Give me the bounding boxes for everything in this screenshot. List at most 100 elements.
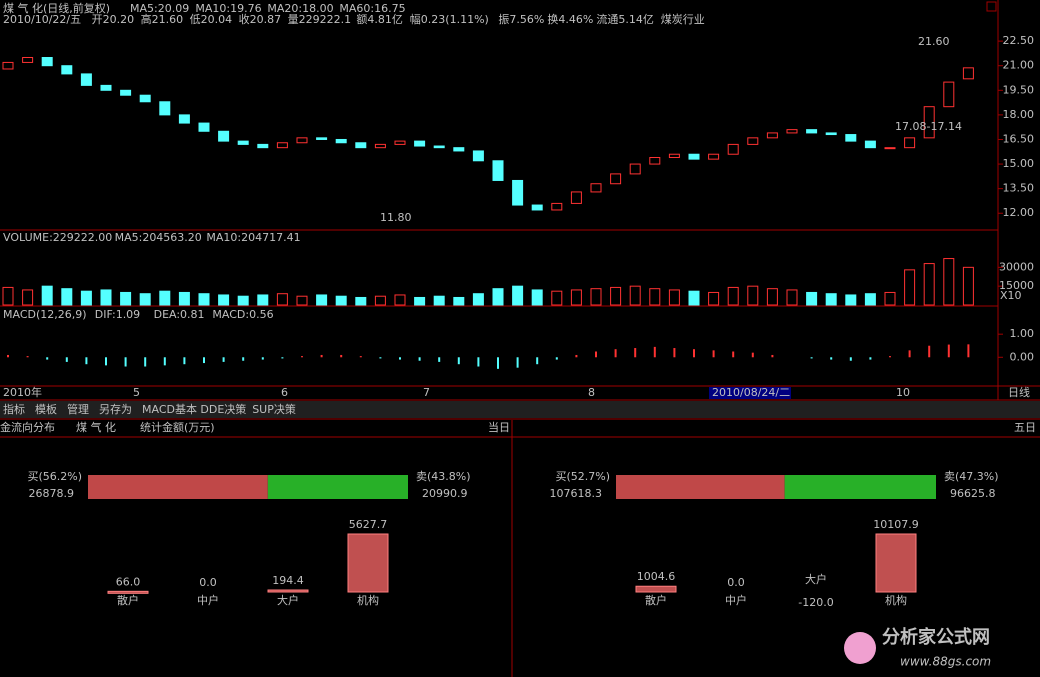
candle <box>61 65 73 75</box>
buy-label: 买(52.7%) <box>555 470 610 483</box>
quote-item: 收20.87 <box>239 12 282 26</box>
volume-bar <box>2 286 14 306</box>
volume-bar <box>531 289 543 306</box>
tab[interactable]: 另存为 <box>99 402 132 416</box>
volume-bar <box>688 290 700 306</box>
candle <box>531 204 543 211</box>
sell-bar <box>267 475 408 499</box>
indicator-label: DEA:0.81 <box>154 308 205 321</box>
flow-value: 0.0 <box>199 576 217 589</box>
volume-bar <box>747 285 759 306</box>
tab-bar <box>0 401 1040 418</box>
buy-amount: 26878.9 <box>29 487 75 500</box>
volume-bar <box>61 288 73 306</box>
tab[interactable]: DDE决策 <box>200 402 246 416</box>
candle <box>80 73 92 86</box>
quote-item: 流通5.14亿 <box>596 12 654 26</box>
sell-bar <box>784 475 936 499</box>
y-tick-label: 12.00 <box>1003 206 1035 219</box>
price-annotation: 21.60 <box>918 35 950 48</box>
volume-bar <box>316 294 328 306</box>
stock-title: 煤 气 化(日线,前复权) <box>3 1 110 15</box>
y-tick-label: 30000 <box>999 260 1034 273</box>
quote-item: 换4.46% <box>547 12 593 26</box>
volume-bar <box>394 294 406 306</box>
flow-value: 194.4 <box>272 574 304 587</box>
volume-bar <box>649 288 661 306</box>
flow-value: 5627.7 <box>349 518 388 531</box>
candle <box>825 132 837 136</box>
candle <box>610 173 622 185</box>
volume-bar <box>198 293 210 306</box>
volume-bar <box>433 295 445 306</box>
tab[interactable]: 管理 <box>67 402 89 416</box>
candle <box>198 122 210 132</box>
period-label: 当日 <box>488 420 510 434</box>
y-tick-label: 0.00 <box>1010 350 1035 363</box>
volume-bar <box>218 294 230 306</box>
buy-bar <box>616 475 785 499</box>
candle <box>747 137 759 145</box>
volume-bar <box>708 291 720 306</box>
volume-bar <box>41 285 53 306</box>
flow-category: 散户 <box>117 593 139 607</box>
tab[interactable]: 模板 <box>35 402 57 416</box>
candle <box>276 142 288 149</box>
candle <box>492 160 504 181</box>
volume-bar <box>257 294 269 306</box>
candle <box>845 134 857 142</box>
volume-bar <box>864 293 876 306</box>
flow-value: 1004.6 <box>637 570 676 583</box>
date-label: 8 <box>588 386 595 399</box>
volume-bar <box>962 266 974 306</box>
volume-bar <box>159 290 171 306</box>
date-label: 2010/08/24/二 <box>712 386 790 399</box>
volume-bar <box>610 286 622 306</box>
candle <box>22 57 34 63</box>
volume-bar <box>943 258 955 306</box>
candle <box>923 106 935 139</box>
volume-bar <box>766 288 778 306</box>
candle <box>472 150 484 162</box>
date-highlight <box>709 387 791 399</box>
quote-item: 高21.60 <box>141 12 184 26</box>
volume-bar <box>551 290 563 306</box>
panel-title: MACD(12,26,9) <box>3 308 87 321</box>
period-label: 五日 <box>1014 421 1036 434</box>
flow-bar <box>875 533 917 593</box>
candle <box>629 163 641 175</box>
indicator-label: DIF:1.09 <box>95 308 140 321</box>
y-tick-label: 21.00 <box>1003 59 1035 72</box>
tab[interactable]: 指标 <box>3 402 25 416</box>
flow-category: 大户 <box>277 593 299 607</box>
candle <box>218 130 230 142</box>
candle <box>649 157 661 165</box>
tab[interactable]: MACD基本 <box>142 402 197 416</box>
sell-amount: 20990.9 <box>422 487 468 500</box>
volume-bar <box>120 291 132 306</box>
flow-bar <box>267 589 309 593</box>
volume-bar <box>139 293 151 306</box>
buy-label: 买(56.2%) <box>27 470 82 483</box>
flow-value: 66.0 <box>116 575 141 588</box>
volume-bar <box>80 290 92 306</box>
quote-item: 低20.04 <box>190 13 233 26</box>
candle <box>864 140 876 149</box>
volume-bar <box>296 295 308 306</box>
quote-item: 量229222.1 <box>288 13 352 26</box>
date-label: 7 <box>423 386 430 399</box>
candle <box>316 137 328 140</box>
sell-amount: 96625.8 <box>950 487 996 500</box>
y-tick-label: 13.50 <box>1003 182 1035 195</box>
volume-bar <box>100 289 112 306</box>
candle <box>570 191 582 204</box>
candle <box>766 132 778 139</box>
flow-category: 大户 <box>805 572 827 586</box>
candle <box>708 153 720 160</box>
volume-bar <box>570 289 582 306</box>
tab[interactable]: SUP决策 <box>252 402 296 416</box>
volume-bar <box>923 263 935 306</box>
candle <box>41 57 53 67</box>
